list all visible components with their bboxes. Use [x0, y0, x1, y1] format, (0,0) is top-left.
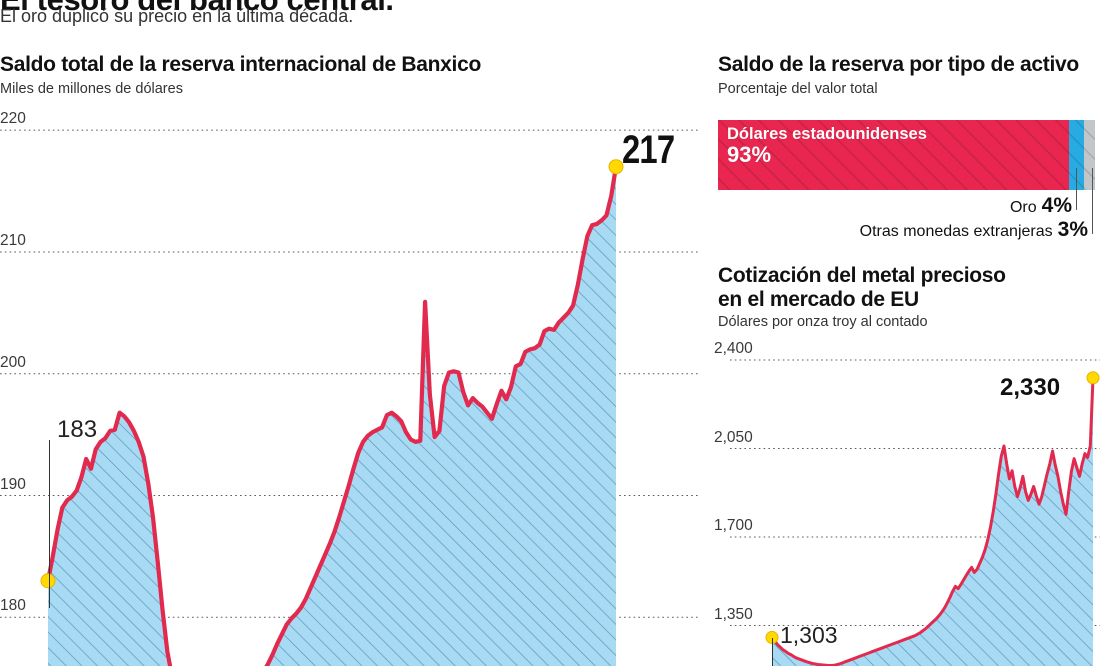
reserves-line — [45, 164, 619, 666]
gold-title-line2: en el mercado de EU — [718, 288, 919, 311]
reserves-area-chart — [0, 118, 700, 666]
gold-axis-tick: 1,700 — [714, 517, 753, 535]
gold-title-line1: Cotización del metal precioso — [718, 264, 1006, 287]
gold-svg — [730, 359, 1100, 666]
reserves-title: Saldo total de la reserva internacional … — [0, 53, 482, 76]
reserves-svg — [0, 129, 700, 666]
legend-other-label: Otras monedas extranjeras — [859, 223, 1053, 240]
gold-start-label: 1,303 — [780, 622, 838, 648]
legend-gold-value: 4% — [1041, 194, 1072, 217]
endpoint-dot — [40, 573, 56, 589]
endpoint-dot — [1086, 371, 1100, 385]
reserves-start-label: 183 — [57, 416, 98, 443]
composition-subtitle: Porcentaje del valor total — [718, 81, 878, 97]
reserves-area-fill — [48, 166, 616, 666]
gold-area-fill — [772, 377, 1093, 666]
gold-area-chart — [718, 355, 1100, 666]
gold-endpoint-dots — [765, 371, 1100, 644]
legend-gold-label: Oro — [1009, 199, 1037, 216]
other-currencies-legend-leader — [1092, 168, 1093, 234]
gold-legend-leader — [1076, 168, 1077, 210]
reserves-axis-tick: 190 — [0, 475, 26, 493]
page-title: El tesoro del banco central. — [0, 0, 394, 18]
reserves-end-label: 217 — [622, 128, 675, 172]
endpoint-dot — [608, 159, 624, 175]
gold-end-label: 2,330 — [1000, 374, 1061, 401]
bar-main-value: 93% — [727, 142, 772, 168]
bar-main-label: Dólares estadounidenses 93% — [727, 125, 927, 168]
page-deck: El oro duplicó su precio en la última dé… — [0, 6, 354, 26]
gold-axis-tick: 1,350 — [714, 605, 753, 623]
legend-item-gold: Oro 4% — [860, 194, 1072, 218]
reserves-axis-tick: 200 — [0, 353, 26, 371]
reserves-endpoint-dots — [40, 159, 624, 589]
gold-axis-tick: 2,050 — [714, 428, 753, 446]
reserves-axis-tick: 220 — [0, 110, 26, 128]
gold-start-leader — [772, 638, 774, 666]
composition-stacked-bar: Dólares estadounidenses 93% — [718, 120, 1095, 190]
gold-line — [770, 376, 1095, 666]
reserves-axis-tick: 180 — [0, 597, 26, 615]
reserves-axis-tick: 210 — [0, 231, 26, 249]
composition-title: Saldo de la reserva por tipo de activo — [718, 53, 1079, 76]
legend-item-other-currencies: Otras monedas extranjeras 3% — [830, 218, 1088, 242]
reserves-subtitle: Miles de millones de dólares — [0, 81, 183, 97]
legend-other-value: 3% — [1057, 218, 1088, 241]
bar-main-name: Dólares estadounidenses — [727, 125, 927, 143]
gold-axis-tick: 2,400 — [714, 340, 753, 358]
gold-subtitle: Dólares por onza troy al contado — [718, 314, 928, 330]
bar-hatch-overlay — [718, 120, 1095, 190]
reserves-start-leader — [49, 440, 51, 608]
